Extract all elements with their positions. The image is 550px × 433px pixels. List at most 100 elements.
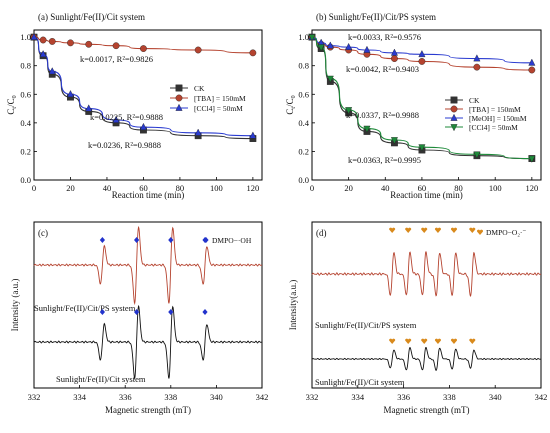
peak-marker	[99, 309, 105, 315]
x-tick-label: 334	[73, 392, 87, 402]
k-annotation: k=0.0337, R²=0.9988	[346, 110, 419, 120]
data-point	[363, 125, 371, 133]
legend-marker	[203, 237, 209, 243]
data-point	[30, 32, 38, 40]
peak-marker	[434, 338, 441, 344]
x-tick-label: 332	[28, 392, 41, 402]
data-point	[418, 50, 426, 58]
y-axis-title-part: C	[285, 109, 295, 115]
x-tick-label: 60	[418, 183, 427, 193]
plot-frame	[311, 221, 542, 389]
epr-trace	[311, 251, 542, 297]
panel-d: 332 334 336 338 340 342 Magnetic strength (mT)…	[288, 221, 548, 415]
data-point	[528, 155, 536, 163]
data-point	[112, 42, 120, 50]
trace-label: Sunlight/Fe(II)/Cit/PS system	[34, 303, 136, 313]
data-point	[317, 44, 325, 52]
y-tick-label: 1.0	[20, 32, 31, 42]
y-tick-label: 0.6	[20, 89, 31, 99]
y-tick-label: 0.4	[20, 118, 31, 128]
data-point	[85, 40, 93, 48]
x-tick-label: 336	[119, 392, 132, 402]
k-annotation: k=0.0236, R²=0.9888	[88, 140, 161, 150]
legend-label: CK	[469, 96, 480, 105]
peak-marker	[469, 338, 476, 344]
data-point	[308, 34, 316, 42]
peak-marker	[99, 237, 105, 243]
y-axis-title-part: 0	[291, 95, 297, 98]
legend-marker	[175, 84, 183, 92]
peak-marker	[168, 309, 174, 315]
peak-marker	[405, 227, 412, 233]
panel-c: 332 334 336 338 340 342 Magnetic strength (mT)…	[10, 221, 268, 415]
panel-title: (c)	[38, 228, 48, 238]
y-axis-title: Intensity (a.u.)	[10, 279, 20, 332]
plot-frame	[33, 29, 263, 181]
x-tick-label: 0	[32, 183, 36, 193]
k-annotation: k=0.0042, R²=0.9403	[346, 64, 419, 74]
legend-marker	[450, 113, 458, 121]
peak-marker	[134, 237, 140, 243]
y-axis-title: Ct/C0	[285, 95, 297, 114]
data-point	[249, 131, 257, 139]
peak-marker	[469, 227, 476, 233]
x-tick-label: 120	[247, 183, 260, 193]
y-tick-label: 0.2	[298, 146, 309, 156]
legend-label: DMPO−·OH	[212, 236, 252, 245]
data-point	[85, 104, 93, 112]
trace-label: Sunlight/Fe(II)/Cit/PS system	[315, 320, 417, 330]
data-point	[194, 128, 202, 136]
x-tick-label: 20	[344, 183, 353, 193]
data-point	[473, 151, 481, 159]
data-point	[390, 48, 398, 56]
epr-trace	[33, 225, 263, 306]
y-axis-title-part: t	[291, 107, 297, 109]
data-point	[112, 115, 120, 123]
data-point	[39, 50, 47, 58]
x-axis-title: Reaction time (min)	[390, 190, 462, 200]
legend-marker	[450, 124, 458, 132]
x-tick-label: 336	[397, 392, 410, 402]
k-annotation: k=0.0017, R²=0.9826	[80, 54, 153, 64]
legend-marker	[175, 103, 183, 111]
plot-frame	[311, 29, 542, 181]
data-point	[326, 75, 334, 83]
legend-label: DMPO−O₂·⁻	[486, 228, 526, 237]
x-axis-title: Magnetic strength (mT)	[384, 405, 470, 415]
legend-marker	[450, 105, 458, 113]
x-tick-label: 20	[66, 183, 75, 193]
peak-marker	[168, 237, 174, 243]
y-tick-label: 0.8	[298, 61, 309, 71]
trace-label: Sunlight/Fe(II)/Cit system	[315, 377, 405, 387]
peak-marker	[450, 227, 458, 233]
x-tick-label: 100	[210, 183, 223, 193]
y-tick-label: 0.8	[20, 61, 31, 71]
data-point	[39, 36, 47, 44]
data-point	[528, 66, 536, 74]
peak-marker	[421, 227, 428, 233]
y-tick-label: 0.0	[298, 175, 309, 185]
x-axis-title: Reaction time (min)	[112, 190, 184, 200]
x-tick-label: 0	[310, 183, 314, 193]
data-point	[139, 122, 147, 130]
data-point	[528, 58, 536, 66]
data-point	[345, 42, 353, 50]
x-tick-label: 342	[535, 392, 548, 402]
y-axis-title-part: t	[12, 107, 18, 109]
x-tick-label: 120	[525, 183, 538, 193]
legend-label: [CCl4] = 50mM	[194, 104, 243, 113]
x-tick-label: 80	[176, 183, 185, 193]
k-annotation: k=0.0225, R²=0.9888	[90, 112, 163, 122]
data-point	[363, 45, 371, 53]
y-tick-label: 1.0	[298, 32, 309, 42]
peak-marker	[134, 309, 140, 315]
trace-label: Sunlight/Fe(II)/Cit system	[56, 374, 146, 384]
data-point	[418, 58, 426, 65]
y-axis-title-part: C	[6, 109, 16, 115]
data-point	[249, 49, 257, 57]
legend-marker	[476, 229, 484, 235]
x-tick-label: 80	[454, 183, 463, 193]
peak-marker	[450, 338, 458, 344]
epr-trace	[33, 304, 263, 381]
